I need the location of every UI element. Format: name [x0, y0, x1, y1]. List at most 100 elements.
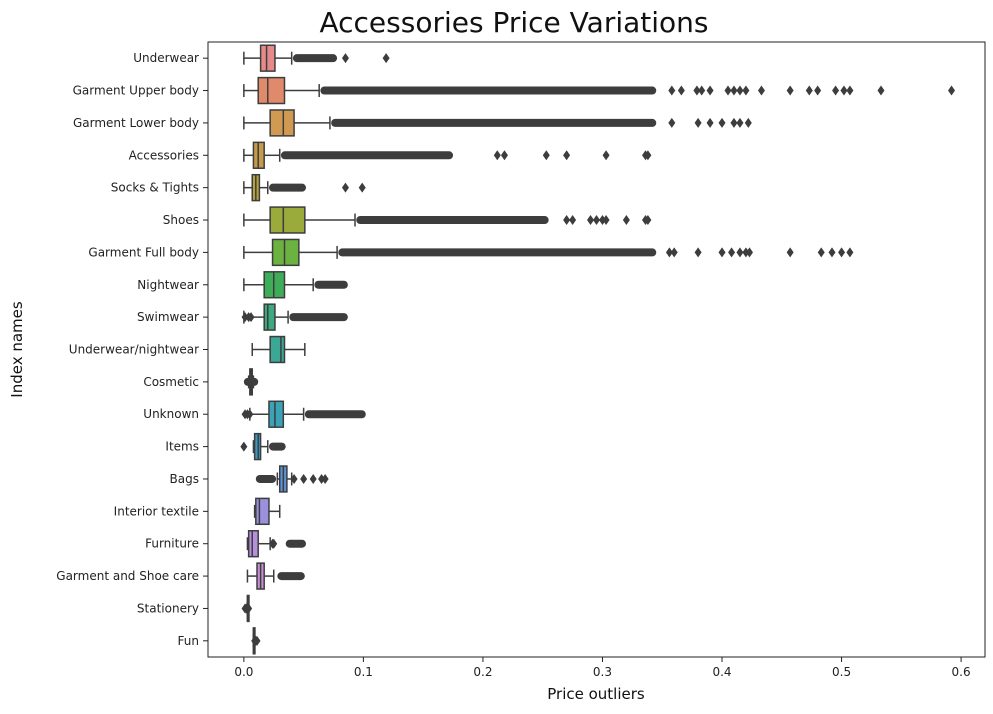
box	[269, 335, 286, 364]
outlier-point	[602, 215, 610, 226]
outlier-point	[736, 85, 744, 96]
y-tick-label: Garment Upper body	[73, 84, 199, 98]
outlier-band	[280, 151, 454, 160]
boxes-layer	[240, 44, 956, 655]
box-group-unknown	[241, 400, 366, 428]
outlier-point	[742, 247, 750, 258]
outlier-band	[304, 410, 366, 419]
y-tick-label: Garment Full body	[88, 245, 199, 259]
box-group-accessories	[243, 141, 652, 169]
outlier-point	[644, 215, 652, 226]
outlier-point	[668, 117, 676, 128]
outlier-point	[677, 85, 685, 96]
outlier-band	[243, 377, 259, 386]
box	[247, 530, 259, 558]
box-group-underwear	[243, 44, 390, 72]
outlier-band	[314, 280, 348, 289]
outlier-point	[694, 247, 702, 258]
outlier-point	[706, 85, 714, 96]
box-group-swimwear	[241, 303, 348, 331]
box-group-garment-and-shoe-care	[246, 562, 305, 590]
outlier-point	[598, 215, 606, 226]
outlier-band	[268, 442, 286, 451]
outlier-point	[718, 117, 726, 128]
outlier-point	[644, 150, 652, 161]
outlier-band	[331, 118, 657, 127]
box	[255, 497, 270, 526]
y-tick-label: Garment Lower body	[73, 116, 199, 130]
outlier-point	[358, 182, 366, 193]
outlier-point	[736, 117, 744, 128]
outlier-point	[730, 85, 738, 96]
outlier-point	[846, 247, 854, 258]
box-group-interior-textile	[253, 497, 281, 526]
y-tick-label: Accessories	[129, 148, 199, 162]
outlier-point	[786, 247, 794, 258]
outlier-point	[805, 85, 813, 96]
y-tick-label: Bags	[170, 472, 199, 486]
outlier-point	[309, 473, 317, 484]
y-tick-label: Underwear/nightwear	[69, 343, 199, 357]
outlier-point	[382, 53, 390, 64]
outlier-point	[698, 85, 706, 96]
outlier-point	[668, 85, 676, 96]
y-axis-label: Index names	[8, 301, 26, 398]
box-group-shoes	[243, 206, 652, 234]
y-tick-label: Furniture	[145, 537, 199, 551]
outlier-point	[728, 247, 736, 258]
chart-title: Accessories Price Variations	[319, 6, 708, 39]
y-tick-label: Cosmetic	[143, 375, 199, 389]
box-group-fun	[251, 627, 261, 655]
box-group-stationery	[241, 594, 253, 623]
y-tick-label: Swimwear	[137, 310, 199, 324]
y-tick-label: Underwear	[133, 51, 199, 65]
outlier-point	[246, 409, 254, 420]
outlier-point	[500, 150, 508, 161]
x-tick-label: 0.3	[593, 665, 612, 679]
box-group-garment-upper-body	[243, 76, 956, 105]
outlier-point	[245, 603, 253, 614]
outlier-point	[742, 85, 750, 96]
y-tick-label: Stationery	[137, 601, 199, 615]
y-tick-label: Interior textile	[114, 504, 199, 518]
outlier-point	[832, 85, 840, 96]
outlier-point	[877, 85, 885, 96]
outlier-point	[300, 473, 308, 484]
outlier-point	[670, 247, 678, 258]
box-group-bags	[255, 465, 329, 493]
outlier-point	[736, 247, 744, 258]
outlier-point	[724, 85, 732, 96]
outlier-point	[693, 85, 701, 96]
outlier-band	[285, 539, 307, 548]
outlier-point	[241, 312, 249, 323]
x-tick-label: 0.6	[952, 665, 971, 679]
outlier-band	[356, 216, 549, 225]
outlier-point	[493, 150, 501, 161]
outlier-band	[289, 313, 348, 322]
outlier-point	[318, 473, 326, 484]
x-tick-layer: 0.0 0.1 0.2 0.3 0.4 0.5 0.6	[234, 657, 971, 679]
outlier-band	[292, 54, 338, 63]
box-group-garment-full-body	[243, 238, 854, 267]
x-tick-label: 0.1	[354, 665, 373, 679]
outlier-point	[744, 117, 752, 128]
outlier-point	[240, 441, 248, 452]
box	[268, 400, 285, 428]
x-axis-label: Price outliers	[547, 685, 645, 703]
outlier-point	[948, 85, 956, 96]
outlier-point	[622, 215, 630, 226]
outlier-point	[542, 150, 550, 161]
outlier-point	[730, 117, 738, 128]
y-tick-label: Fun	[178, 634, 199, 648]
box	[263, 303, 276, 331]
outlier-point	[665, 247, 673, 258]
outlier-band	[320, 86, 657, 95]
outlier-point	[817, 247, 825, 258]
x-tick-label: 0.4	[712, 665, 731, 679]
outlier-point	[840, 85, 848, 96]
y-tick-label: Shoes	[163, 213, 199, 227]
outlier-point	[757, 85, 765, 96]
outlier-band	[255, 474, 277, 483]
outlier-point	[321, 473, 329, 484]
